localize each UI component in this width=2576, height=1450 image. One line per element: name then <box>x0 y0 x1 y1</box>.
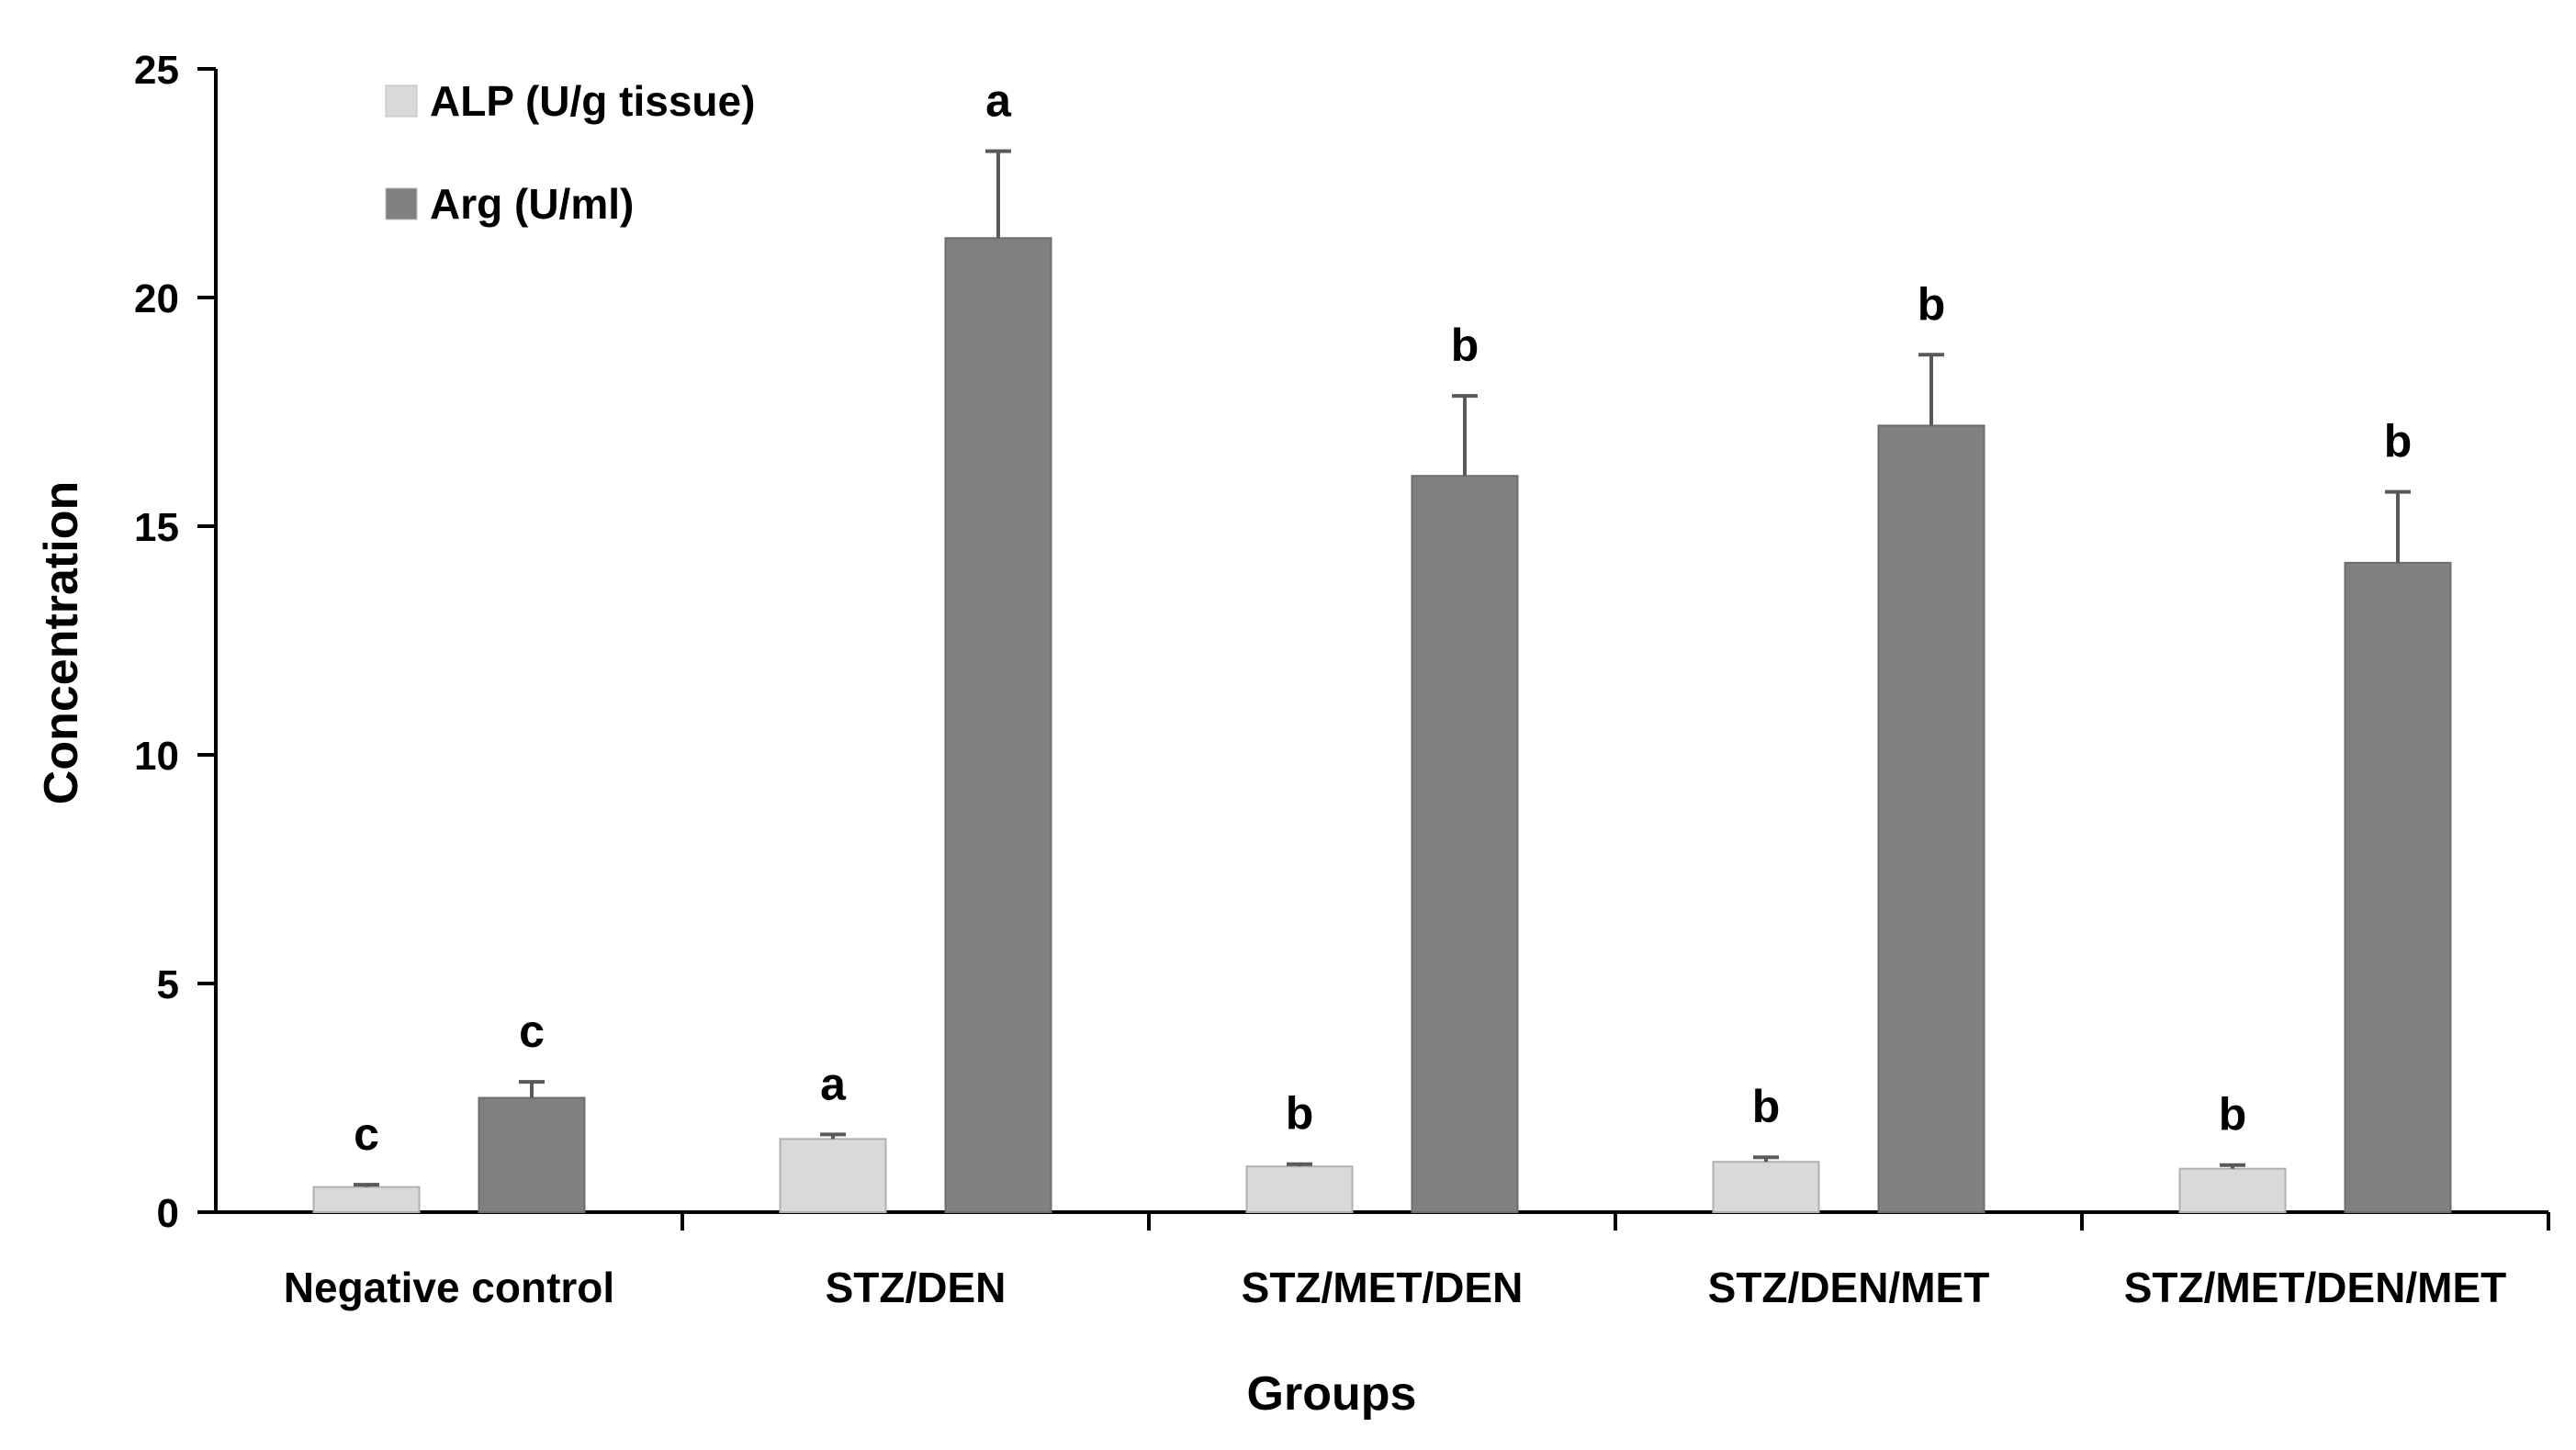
y-tick-label: 0 <box>157 1191 179 1236</box>
x-axis-title: Groups <box>1247 1367 1417 1421</box>
bar-alp <box>2178 1167 2287 1213</box>
bar-arg <box>1877 424 1985 1213</box>
bar-alp <box>1245 1165 1354 1213</box>
legend: ALP (U/g tissue) Arg (U/ml) <box>385 77 755 228</box>
significance-letter: b <box>1752 1081 1781 1132</box>
y-tick-label: 20 <box>134 276 179 321</box>
significance-letter: c <box>519 1006 545 1057</box>
legend-label-arg: Arg (U/ml) <box>430 180 634 228</box>
x-category-label: Negative control <box>284 1264 614 1311</box>
x-category-label: STZ/MET/DEN/MET <box>2124 1264 2507 1311</box>
bars <box>312 237 2452 1213</box>
significance-letter: b <box>2219 1089 2247 1141</box>
legend-swatch-arg <box>385 187 418 220</box>
significance-letter: b <box>1286 1088 1314 1140</box>
y-tick-label: 25 <box>134 48 179 93</box>
bar-alp <box>779 1138 887 1213</box>
bar-arg <box>1411 475 1519 1213</box>
bar-arg <box>944 237 1052 1213</box>
significance-letters: c c a a b b b b b b <box>354 75 2412 1160</box>
y-tick-label: 15 <box>134 505 179 550</box>
axes <box>214 69 2550 1231</box>
x-axis-category-labels: Negative control STZ/DEN STZ/MET/DEN STZ/DE… <box>284 1264 2506 1311</box>
legend-label-alp: ALP (U/g tissue) <box>430 77 755 125</box>
x-category-label: STZ/DEN <box>826 1264 1007 1311</box>
significance-letter: c <box>354 1108 379 1160</box>
legend-swatch-alp <box>385 84 418 118</box>
bar-arg <box>2344 561 2452 1213</box>
significance-letter: a <box>820 1058 847 1109</box>
error-bars <box>354 149 2411 1187</box>
y-axis-ticks: 0 5 10 15 20 25 <box>134 48 216 1236</box>
x-category-label: STZ/MET/DEN <box>1242 1264 1524 1311</box>
significance-letter: b <box>1451 320 1479 371</box>
significance-letter: b <box>2384 416 2413 467</box>
significance-letter: a <box>985 75 1012 127</box>
bar-alp <box>312 1186 421 1213</box>
y-tick-label: 10 <box>134 734 179 779</box>
y-tick-label: 5 <box>157 962 179 1007</box>
y-axis-title: Concentration <box>35 481 88 804</box>
x-category-label: STZ/DEN/MET <box>1708 1264 1990 1311</box>
significance-letter: b <box>1918 278 1946 330</box>
bar-arg <box>478 1096 586 1213</box>
bar-alp <box>1712 1161 1820 1213</box>
